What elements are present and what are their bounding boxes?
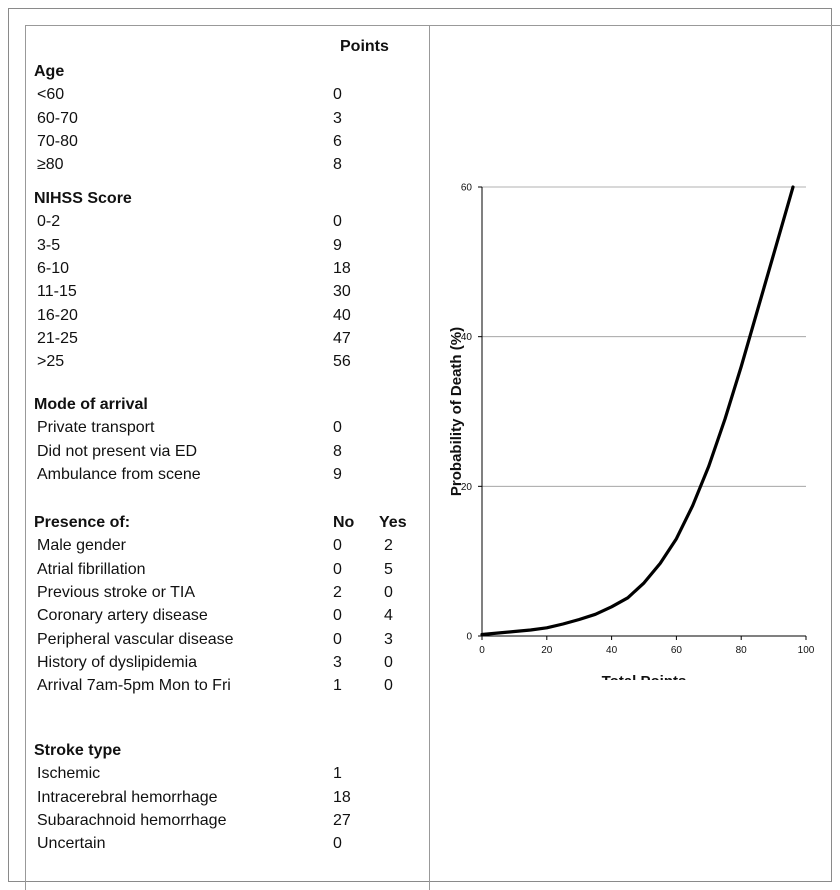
row-yes-points: 4 <box>384 607 393 625</box>
row-points: 1 <box>333 765 342 783</box>
y-tick-label: 20 <box>461 482 473 493</box>
chart-series <box>480 185 795 637</box>
y-tick-label: 40 <box>461 332 473 343</box>
probability-chart: 0 20 40 60 0 20 40 60 80 100 Total Points Probabili… <box>448 183 815 681</box>
row-label: Subarachnoid hemorrhage <box>37 811 227 829</box>
row-no-points: 3 <box>333 653 342 671</box>
row-label: 70-80 <box>37 132 78 150</box>
row-label: Male gender <box>37 537 126 555</box>
x-axis-title: Total Points <box>602 673 687 680</box>
row-label: Coronary artery disease <box>37 607 208 625</box>
row-points: 0 <box>333 86 342 104</box>
section-title: Stroke type <box>34 742 122 759</box>
chart-grid <box>482 186 806 487</box>
x-tick-label: 0 <box>479 645 485 656</box>
row-yes-points: 5 <box>384 560 393 578</box>
no-header: No <box>333 514 355 531</box>
row-yes-points: 0 <box>384 677 393 695</box>
probability-curve <box>480 185 795 637</box>
row-points: 0 <box>333 213 342 231</box>
yes-header: Yes <box>379 514 407 531</box>
panel-divider <box>429 26 430 890</box>
y-tick-label: 0 <box>466 632 472 643</box>
row-points: 3 <box>333 109 342 127</box>
row-no-points: 0 <box>333 607 342 625</box>
row-label: 16-20 <box>37 306 78 324</box>
row-yes-points: 0 <box>384 583 393 601</box>
y-axis-title: Probability of Death (%) <box>448 327 465 496</box>
section-title: NIHSS Score <box>34 190 132 207</box>
row-label: ≥80 <box>37 156 64 174</box>
row-label: Previous stroke or TIA <box>37 583 195 601</box>
row-label: Ischemic <box>37 765 101 783</box>
points-header: Points <box>340 38 389 55</box>
row-points: 0 <box>333 835 342 853</box>
row-label: 21-25 <box>37 329 78 347</box>
row-label: Peripheral vascular disease <box>37 630 234 648</box>
row-label: 0-2 <box>37 213 61 231</box>
row-label: Arrival 7am-5pm Mon to Fri <box>37 677 231 695</box>
x-tick-label: 100 <box>798 645 815 656</box>
section-title: Age <box>34 63 65 80</box>
row-points: 6 <box>333 132 342 150</box>
row-points: 8 <box>333 156 342 174</box>
row-yes-points: 2 <box>384 537 393 555</box>
row-no-points: 0 <box>333 560 342 578</box>
row-points: 56 <box>333 353 351 371</box>
row-points: 9 <box>333 465 342 483</box>
row-no-points: 0 <box>333 537 342 555</box>
section-title: Mode of arrival <box>34 396 148 413</box>
row-points: 0 <box>333 419 342 437</box>
row-points: 8 <box>333 442 342 460</box>
outer-frame <box>8 8 832 882</box>
row-yes-points: 3 <box>384 630 393 648</box>
y-tick-label: 60 <box>461 183 473 194</box>
row-label: 6-10 <box>37 259 70 277</box>
row-label: Private transport <box>37 419 155 437</box>
row-label: 3-5 <box>37 236 61 254</box>
row-no-points: 1 <box>333 677 342 695</box>
row-points: 18 <box>333 788 351 806</box>
x-tick-label: 60 <box>671 645 683 656</box>
row-label: Uncertain <box>37 835 106 853</box>
row-label: Ambulance from scene <box>37 465 201 483</box>
row-label: >25 <box>37 353 65 371</box>
row-no-points: 2 <box>333 583 342 601</box>
row-label: 11-15 <box>37 283 77 301</box>
x-tick-label: 20 <box>541 645 553 656</box>
row-label: Atrial fibrillation <box>37 560 146 578</box>
row-points: 47 <box>333 329 351 347</box>
row-points: 40 <box>333 306 351 324</box>
row-points: 18 <box>333 259 351 277</box>
x-tick-label: 80 <box>736 645 748 656</box>
row-points: 27 <box>333 811 351 829</box>
x-tick-label: 40 <box>606 645 618 656</box>
row-points: 30 <box>333 283 351 301</box>
row-label: Intracerebral hemorrhage <box>37 788 218 806</box>
row-points: 9 <box>333 236 342 254</box>
row-label: <60 <box>37 86 65 104</box>
row-no-points: 0 <box>333 630 342 648</box>
chart-axes: 0 20 40 60 0 20 40 60 80 100 Total Points Probabili… <box>448 183 815 681</box>
row-label: Did not present via ED <box>37 442 198 460</box>
figure-panel <box>25 25 840 890</box>
row-yes-points: 0 <box>384 653 393 671</box>
row-label: History of dyslipidemia <box>37 653 198 671</box>
row-label: 60-70 <box>37 109 78 127</box>
section-title: Presence of: <box>34 514 131 531</box>
